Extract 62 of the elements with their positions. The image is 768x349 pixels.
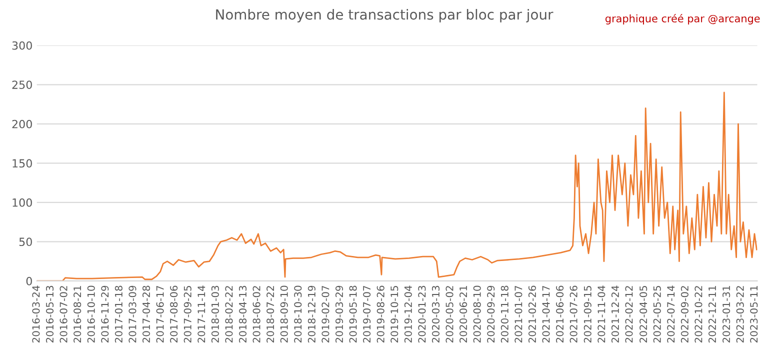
x-tick-label: 2019-10-15 bbox=[390, 286, 398, 342]
x-tick-label: 2022-05-25 bbox=[653, 286, 661, 342]
x-tick-label: 2022-09-02 bbox=[680, 286, 688, 342]
x-tick-label: 2020-06-21 bbox=[460, 286, 468, 342]
y-tick-label: 50 bbox=[19, 238, 32, 246]
x-tick-label: 2022-04-05 bbox=[640, 286, 648, 342]
x-tick-label: 2018-07-22 bbox=[266, 286, 274, 342]
x-tick-label: 2023-05-11 bbox=[750, 286, 758, 342]
x-tick-label: 2016-05-13 bbox=[46, 286, 54, 342]
y-tick-label: 200 bbox=[12, 120, 32, 128]
x-tick-label: 2022-10-22 bbox=[694, 286, 702, 342]
x-tick-label: 2018-06-02 bbox=[252, 286, 260, 342]
x-tick-label: 2021-11-04 bbox=[598, 286, 606, 342]
x-tick-label: 2021-07-26 bbox=[570, 286, 578, 342]
x-tick-label: 2020-03-13 bbox=[432, 286, 440, 342]
x-tick-label: 2021-02-26 bbox=[528, 286, 536, 342]
x-tick-label: 2023-03-22 bbox=[736, 286, 744, 342]
text: graphique créé par @arcange bbox=[605, 14, 760, 24]
x-tick-label: 2019-12-04 bbox=[404, 286, 412, 342]
y-tick-label: 0 bbox=[26, 276, 32, 286]
x-tick-label: 2018-04-13 bbox=[238, 286, 247, 342]
x-tick-label: 2021-01-07 bbox=[514, 286, 522, 342]
x-tick-label: 2021-04-17 bbox=[542, 286, 550, 342]
y-tick-label: 150 bbox=[12, 159, 32, 168]
x-tick-label: 2020-01-23 bbox=[418, 286, 426, 342]
x-tick-label: 2016-03-24 bbox=[32, 286, 40, 342]
x-tick-label: 2021-09-15 bbox=[584, 286, 592, 342]
x-tick-label: 2019-03-29 bbox=[335, 286, 344, 342]
y-tick-label: 300 bbox=[12, 41, 32, 50]
x-tick-label: 2016-08-21 bbox=[74, 286, 82, 342]
x-tick-label: 2023-01-31 bbox=[722, 286, 730, 342]
x-tick-label: 2017-08-06 bbox=[170, 286, 178, 342]
x-tick-label: 2017-06-17 bbox=[156, 286, 164, 342]
x-tick-label: 2019-08-26 bbox=[376, 286, 384, 342]
x-tick-label: 2016-11-29 bbox=[101, 286, 109, 342]
x-tick-label: 2019-02-07 bbox=[322, 286, 330, 342]
x-tick-label: 2022-02-12 bbox=[625, 286, 633, 342]
x-tick-label: 2019-05-18 bbox=[349, 286, 357, 342]
x-tick-label: 2018-12-19 bbox=[308, 286, 316, 342]
x-tick-label: 2018-02-22 bbox=[225, 286, 233, 342]
x-tick-label: 2020-05-02 bbox=[446, 286, 454, 342]
y-tick-label: 250 bbox=[12, 80, 32, 90]
x-tick-label: 2022-07-14 bbox=[667, 286, 675, 342]
x-tick-label: 2022-12-11 bbox=[708, 286, 716, 342]
x-tick-label: 2017-11-14 bbox=[198, 286, 206, 342]
x-tick-label: 2018-09-10 bbox=[280, 286, 288, 342]
x-tick-label: 2016-10-10 bbox=[87, 286, 95, 342]
x-tick-label: 2020-11-18 bbox=[500, 286, 508, 342]
x-tick-label: 2019-07-07 bbox=[363, 286, 371, 342]
x-tick-label: 2020-08-10 bbox=[473, 286, 481, 342]
x-tick-label: 2017-04-28 bbox=[142, 286, 150, 342]
x-tick-label: 2021-12-24 bbox=[611, 286, 619, 342]
x-tick-label: 2021-06-06 bbox=[556, 286, 564, 342]
x-tick-label: 2018-01-03 bbox=[211, 286, 219, 342]
x-tick-label: 2018-10-30 bbox=[294, 286, 302, 342]
chart-title: Nombre moyen de transactions par bloc par jour bbox=[216, 8, 554, 22]
x-tick-label: 2020-09-29 bbox=[487, 286, 495, 342]
x-tick-label: 2017-09-25 bbox=[184, 286, 192, 342]
x-tick-label: 2016-07-02 bbox=[60, 286, 68, 342]
y-tick-label: 100 bbox=[12, 198, 32, 207]
x-tick-label: 2017-01-18 bbox=[114, 286, 122, 342]
x-tick-label: 2017-03-09 bbox=[128, 286, 136, 342]
